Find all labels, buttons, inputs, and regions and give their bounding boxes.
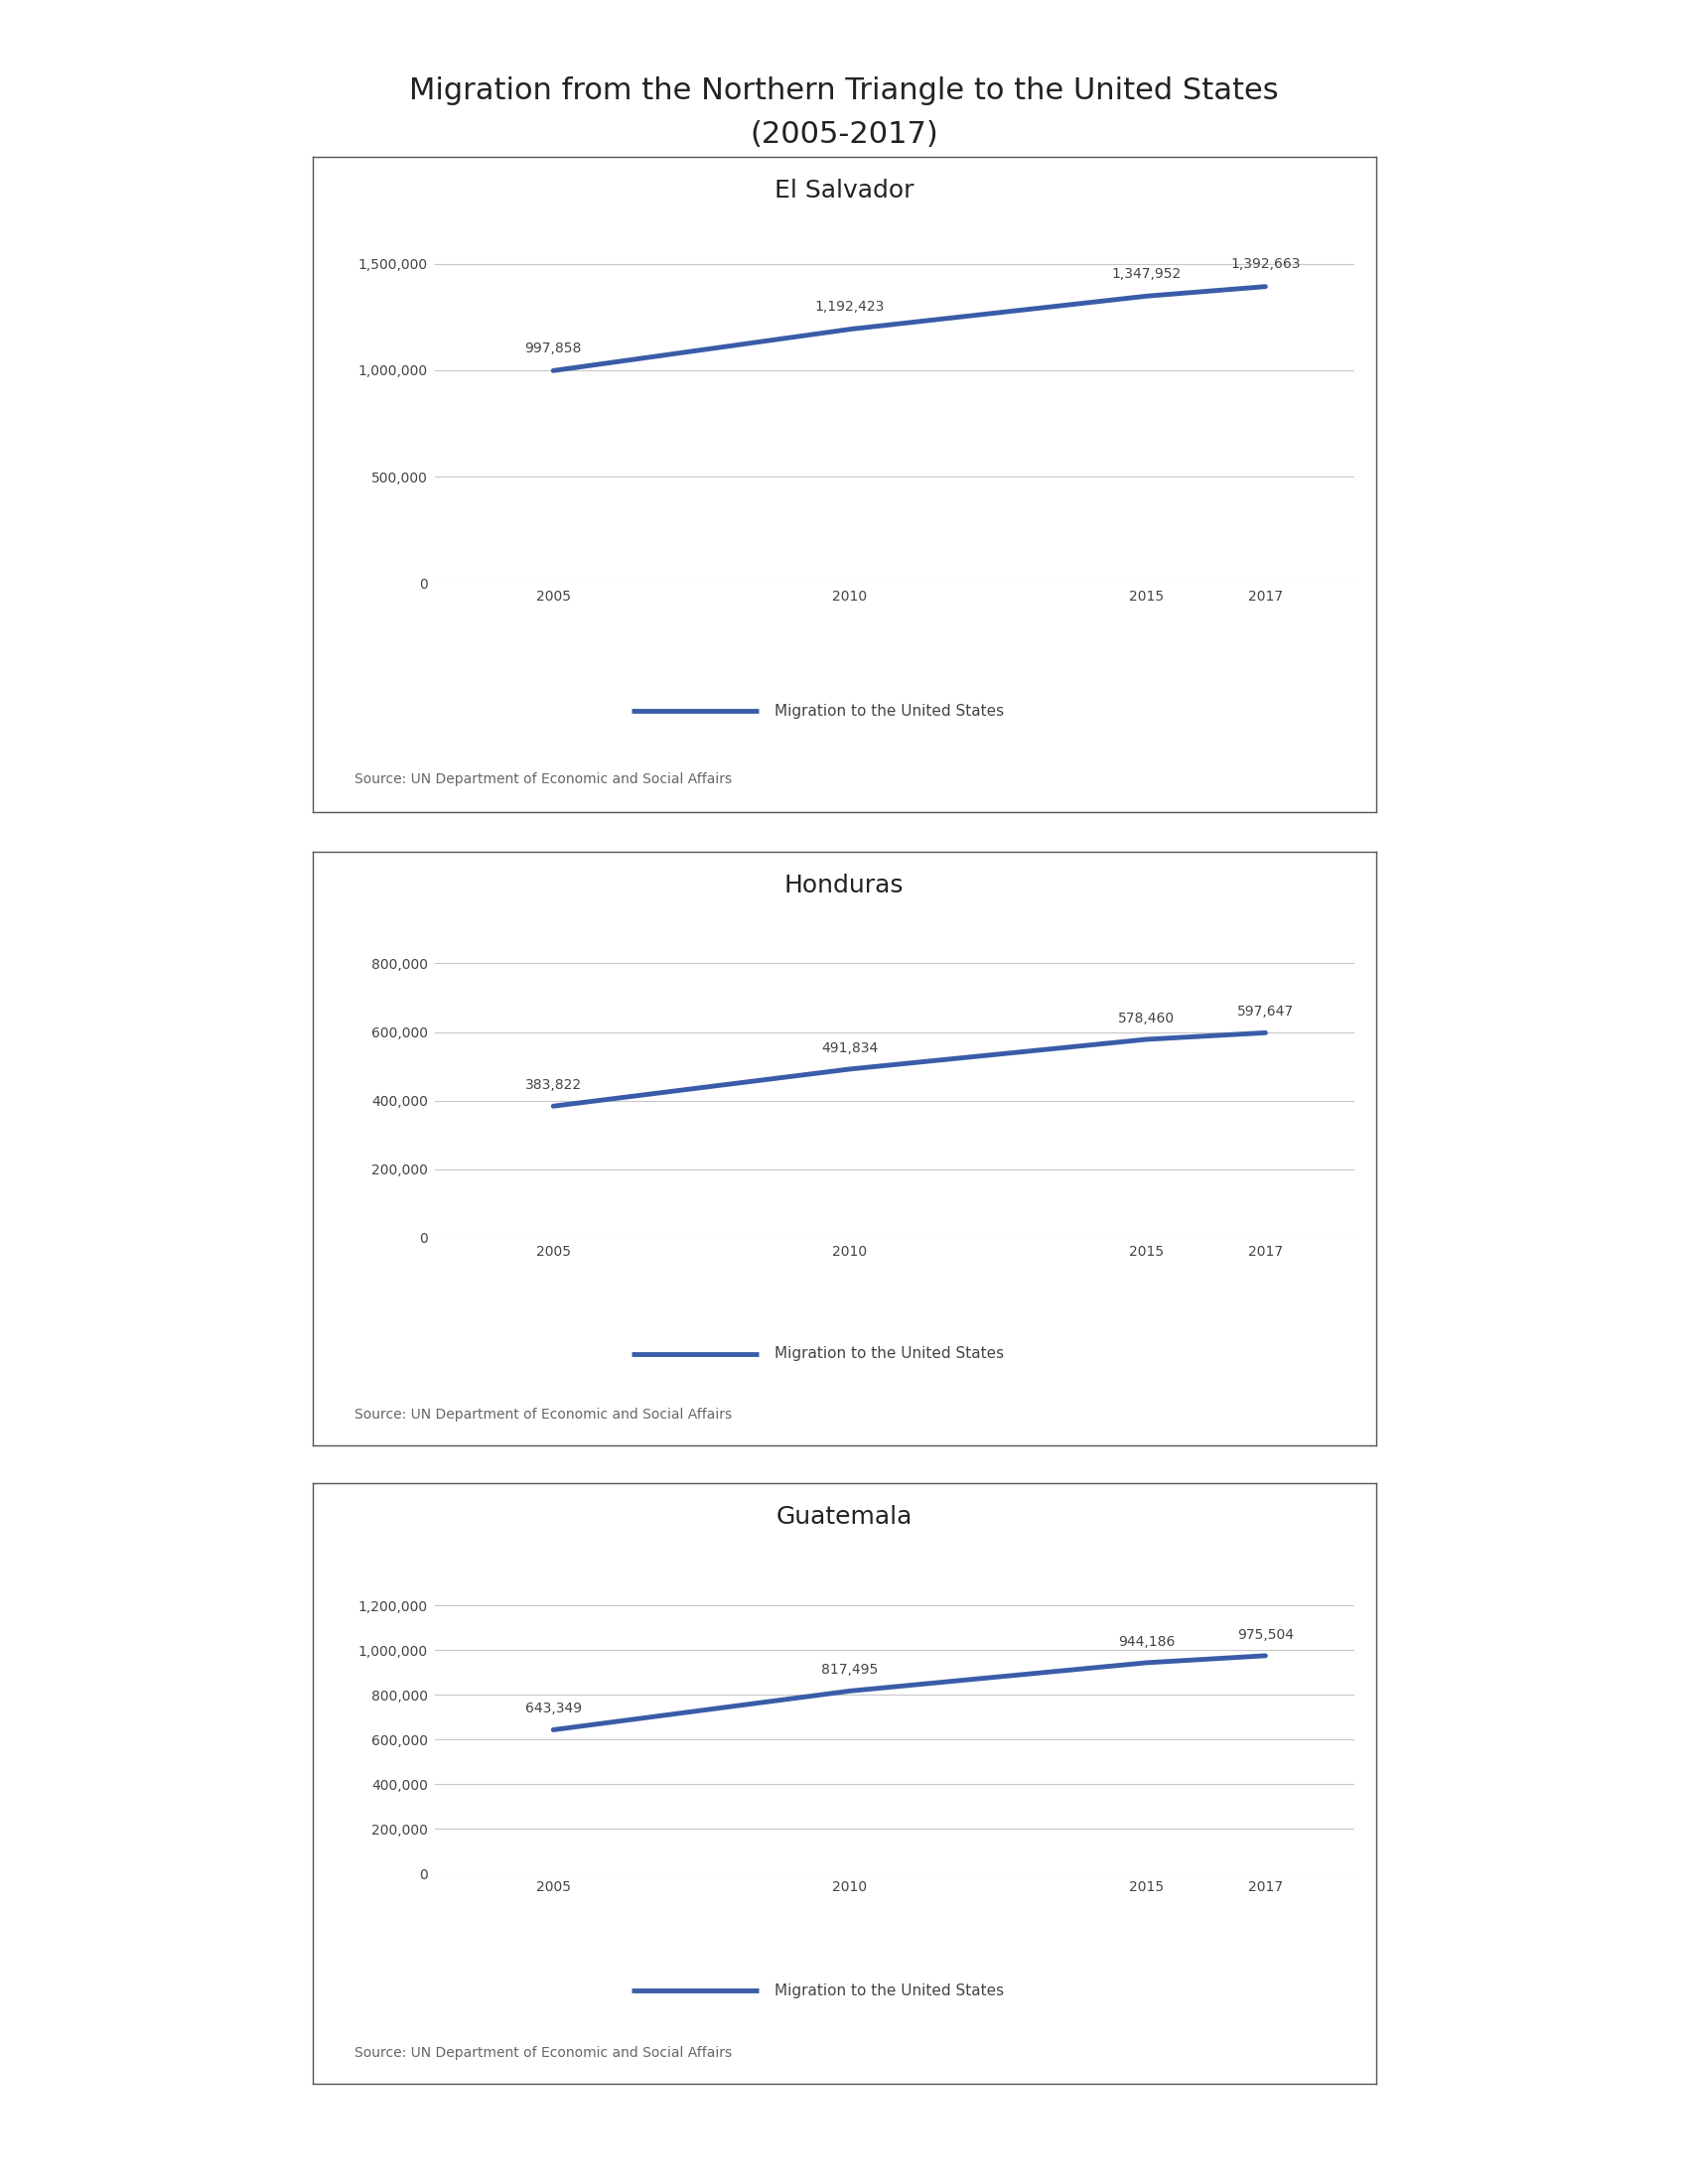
Text: 643,349: 643,349: [525, 1701, 582, 1717]
Text: Migration to the United States: Migration to the United States: [775, 703, 1004, 719]
Text: Migration to the United States: Migration to the United States: [775, 1983, 1004, 1998]
Text: Honduras: Honduras: [785, 874, 903, 898]
Text: 578,460: 578,460: [1119, 1011, 1175, 1026]
Text: 597,647: 597,647: [1237, 1005, 1293, 1020]
Text: Migration from the Northern Triangle to the United States: Migration from the Northern Triangle to …: [408, 76, 1280, 105]
Text: Migration to the United States: Migration to the United States: [775, 1345, 1004, 1361]
Text: 1,192,423: 1,192,423: [815, 299, 885, 314]
Text: El Salvador: El Salvador: [775, 179, 913, 203]
Text: (2005-2017): (2005-2017): [749, 120, 939, 149]
Text: Source: UN Department of Economic and Social Affairs: Source: UN Department of Economic and So…: [354, 2046, 733, 2060]
Text: Source: UN Department of Economic and Social Affairs: Source: UN Department of Economic and So…: [354, 773, 733, 786]
Text: 383,822: 383,822: [525, 1079, 582, 1092]
Text: Guatemala: Guatemala: [776, 1505, 912, 1529]
Text: Source: UN Department of Economic and Social Affairs: Source: UN Department of Economic and So…: [354, 1409, 733, 1422]
Text: 491,834: 491,834: [822, 1042, 878, 1055]
Text: 975,504: 975,504: [1237, 1627, 1293, 1642]
Text: 997,858: 997,858: [525, 341, 582, 356]
Text: 944,186: 944,186: [1117, 1636, 1175, 1649]
Text: 1,392,663: 1,392,663: [1231, 258, 1300, 271]
Text: 817,495: 817,495: [822, 1662, 878, 1677]
Text: 1,347,952: 1,347,952: [1112, 266, 1182, 282]
